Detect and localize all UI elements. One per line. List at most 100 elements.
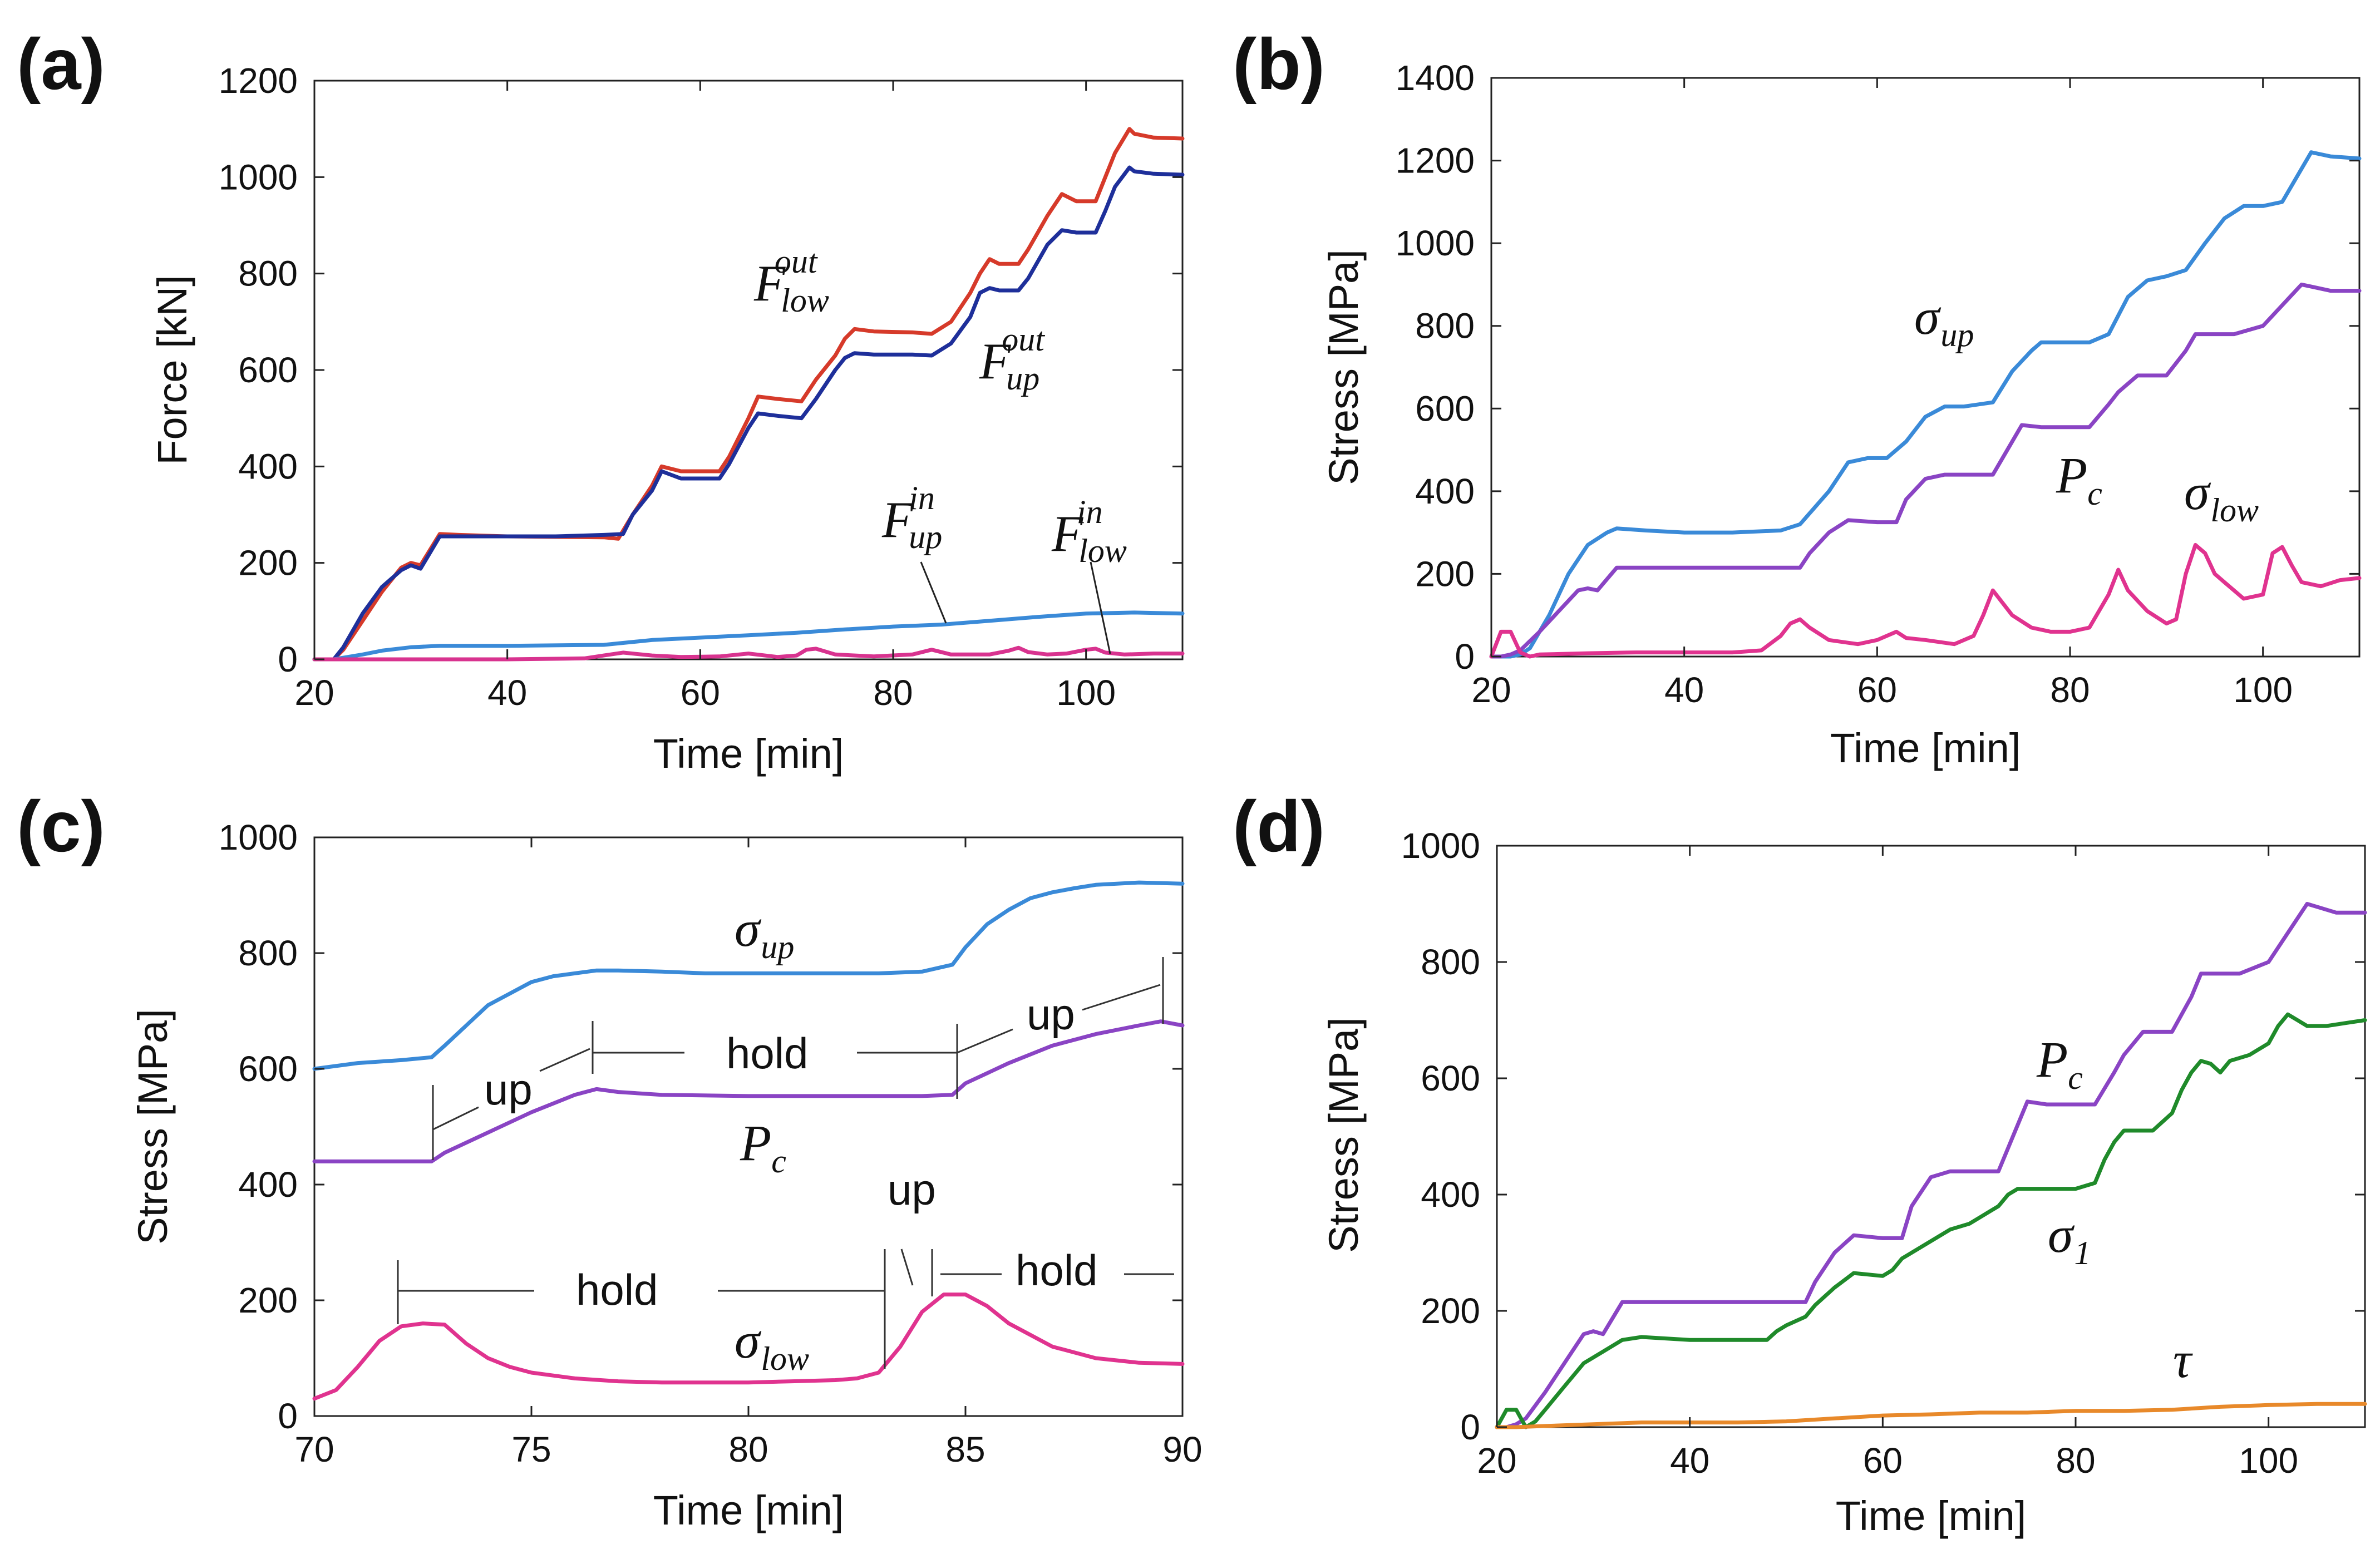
panel-d-ylabel: Stress [MPa] [1320,1017,1367,1253]
annot-pc-d: Pc [2036,1031,2083,1096]
panel-a-ytick-label: 1200 [219,61,298,101]
panel-a-xlabel: Time [min] [653,731,844,777]
panel-c-ylabel: Stress [MPa] [130,1009,176,1245]
panel-c-xtick-label: 70 [294,1429,334,1469]
annot-sigma-low-c: σlow [735,1312,809,1377]
annot-sigma-up-c: σup [735,900,794,965]
panel-a-frame [313,80,1184,660]
annot-f-low-in: Flowin [1051,494,1127,569]
panel-d-ytick-label: 200 [1421,1291,1480,1331]
panel-a-ytick-label: 600 [238,350,298,390]
annot-f-up-out: Fupout [979,321,1045,397]
series-b-sigma-low [1489,542,2362,659]
panel-b-ytick-label: 800 [1415,306,1475,346]
annot-pc-b: Pc [2056,447,2102,512]
annot-tau-d: τ [2173,1331,2193,1388]
series-d-sigma-1 [1495,1012,2367,1429]
panel-c-xtick-label: 85 [945,1429,985,1469]
annot-f-low-out: Flowout [753,243,829,319]
panel-c-ytick-label: 600 [238,1049,298,1089]
panel-c-xtick-label: 90 [1162,1429,1202,1469]
annot-sigma-low-b: σlow [2184,463,2259,529]
panel-b-xtick-label: 20 [1471,670,1511,710]
annot-pc-c: Pc [740,1114,786,1180]
panel-a-plot [312,127,1185,662]
panel-d-xlabel: Time [min] [1836,1493,2027,1539]
panel-d-ytick-label: 1000 [1401,826,1480,866]
series-c-sigma-low [312,1293,1185,1401]
leader-f-up-in [920,561,947,624]
annot-sigma-up-b: σup [1914,288,1974,353]
panel-c-xtick-label: 80 [728,1429,768,1469]
panel-c-ticks: 70 75 80 85 90 0 200 400 600 800 1000 [219,817,1203,1469]
panel-d-xtick-label: 80 [2056,1441,2095,1481]
leader-f-low-in [1090,561,1111,654]
panel-b-ytick-label: 1200 [1396,141,1475,181]
panel-d-frame [1496,845,2366,1428]
panel-a-xtick-label: 40 [487,673,527,713]
panel-a-xtick-label: 80 [873,673,913,713]
panel-b-xtick-label: 100 [2233,670,2293,710]
series-d-p-c [1495,902,2367,1429]
panel-d-xtick-label: 100 [2239,1441,2298,1481]
annot-f-up-in: Fupin [881,480,942,555]
phase-markers-lower [397,1249,1174,1369]
panel-a-ytick-label: 1000 [219,157,298,197]
phase-label-hold-2: hold [576,1265,658,1314]
panel-a-xtick-label: 20 [294,673,334,713]
panel-a-label: (a) [17,23,105,105]
phase-label-up-3: up [888,1165,936,1214]
panel-a-ytick-label: 800 [238,254,298,294]
panel-b-xtick-label: 80 [2050,670,2090,710]
phase-label-hold-1: hold [726,1029,808,1078]
panel-a-ytick-label: 400 [238,446,298,486]
phase-label-up-1: up [484,1065,533,1114]
annot-sigma1-d: σ1 [2048,1206,2091,1271]
panel-d-label: (d) [1233,786,1325,867]
phase-label-hold-3: hold [1016,1246,1097,1295]
panel-d-ytick-label: 400 [1421,1175,1480,1215]
panel-b-ytick-label: 600 [1415,388,1475,428]
series-a-f-low-in [312,645,1185,662]
series-b-p-c [1489,282,2362,659]
panel-b-xtick-label: 40 [1664,670,1704,710]
panel-b-ytick-label: 200 [1415,554,1475,594]
panel-d-ytick-label: 600 [1421,1058,1480,1098]
panel-b-ytick-label: 400 [1415,471,1475,511]
panel-c-ytick-label: 200 [238,1280,298,1320]
panel-a-xtick-label: 60 [681,673,720,713]
panel-a-xtick-label: 100 [1056,673,1116,713]
panel-b: (b) 20 40 60 80 1000200400600800100012001400… [1233,23,2362,771]
panel-b-plot [1489,150,2362,659]
series-b-sigma-up [1489,150,2362,659]
series-c-sigma-up [312,880,1185,1071]
series-c-p-c [312,1019,1185,1163]
panel-d-ytick-label: 800 [1421,942,1480,982]
panel-a-ylabel: Force [kN] [149,275,195,465]
panel-b-xlabel: Time [min] [1830,725,2021,771]
panel-c-xlabel: Time [min] [653,1487,844,1533]
panel-b-ytick-label: 1400 [1396,58,1475,98]
panel-b-ytick-label: 1000 [1396,223,1475,263]
panel-a-ytick-label: 200 [238,543,298,583]
series-a-f-up-in [312,610,1185,662]
panel-c-plot [312,880,1185,1401]
panel-c: (c) 70 75 80 85 90 0 200 400 600 800 1000 Time [mi… [17,786,1203,1533]
panel-b-frame [1490,77,2361,658]
panel-c-ytick-label: 0 [278,1396,298,1436]
panel-a-ytick-label: 0 [278,639,298,679]
panel-b-label: (b) [1233,23,1325,105]
panel-c-xtick-label: 75 [511,1429,551,1469]
panel-c-ytick-label: 1000 [219,817,298,857]
panel-d-xtick-label: 40 [1670,1441,1709,1481]
panel-d-plot [1495,902,2367,1429]
panel-b-xtick-label: 60 [1857,670,1897,710]
panel-d-xtick-label: 60 [1863,1441,1903,1481]
panel-b-ytick-label: 0 [1455,637,1475,677]
panel-b-ylabel: Stress [MPa] [1320,249,1367,485]
